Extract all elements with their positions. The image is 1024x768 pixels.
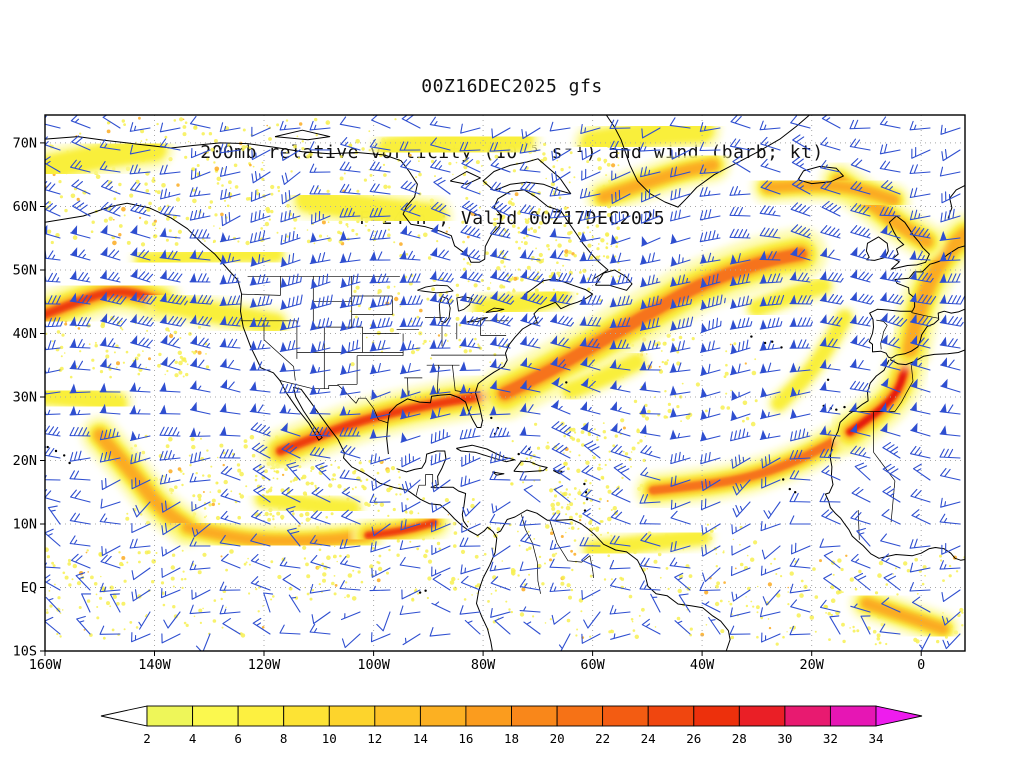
colorbar-tick-label: 12 [367,731,382,746]
lat-tick-label: 10N [13,517,37,533]
colorbar-tick-label: 28 [732,731,747,746]
colorbar-tick-label: 20 [550,731,565,746]
lon-tick-label: 20W [800,657,825,673]
colorbar-tick-label: 4 [189,731,197,746]
lon-tick-label: 0 [917,657,925,673]
colorbar-segment [602,705,649,727]
colorbar-segment [419,705,467,727]
colorbar-segment [283,705,330,727]
colorbar-tick-label: 30 [777,731,792,746]
colorbar-segment [738,705,786,727]
colorbar-tick-label: 6 [234,731,242,746]
colorbar: 2 4 6 8 10 12 14 16 18 20 22 24 26 28 30 32 34 [100,705,923,746]
lat-tick-label: 50N [13,263,37,279]
colorbar-segment [556,705,604,727]
colorbar-tick-label: 32 [823,731,838,746]
colorbar-tick-label: 22 [595,731,610,746]
lat-tick-label: 60N [13,199,37,215]
colorbar-segment [465,705,512,727]
colorbar-tick-label: 14 [413,731,428,746]
lat-tick-label: 20N [13,453,37,469]
wind-barbs [45,115,965,651]
lat-tick-label: 30N [13,390,37,406]
colorbar-segment [374,705,421,727]
lat-tick-label: 40N [13,326,37,342]
colorbar-tick-label: 10 [322,731,337,746]
lon-tick-label: 140W [138,657,171,673]
lon-tick-label: 120W [248,657,281,673]
colorbar-tick-label: 16 [458,731,473,746]
colorbar-segment [647,705,695,727]
lat-tick-label: 10S [13,644,37,660]
lat-tick-label: 70N [13,135,37,151]
basemap-layer [45,115,965,651]
colorbar-segment [829,705,877,727]
vorticity-fill-layer [45,115,965,646]
colorbar-right-arrow [875,705,923,727]
colorbar-tick-label: 26 [686,731,701,746]
colorbar-segment [237,705,285,727]
lon-tick-label: 60W [580,657,605,673]
colorbar-tick-label: 24 [641,731,656,746]
lon-tick-label: 80W [471,657,496,673]
map-frame [44,114,966,652]
colorbar-segment [511,705,558,727]
lon-tick-label: 40W [690,657,715,673]
colorbar-segment [693,705,740,727]
colorbar-tick-label: 34 [868,731,883,746]
colorbar-tick-label: 18 [504,731,519,746]
colorbar-segment [784,705,831,727]
colorbar-left-arrow [100,705,148,727]
colorbar-tick-label: 8 [280,731,288,746]
model-run-title: 00Z16DEC2025 gfs [421,76,603,97]
colorbar-segment [146,705,194,727]
colorbar-segment [192,705,239,727]
colorbar-tick-label: 2 [143,731,151,746]
lon-tick-label: 100W [357,657,390,673]
colorbar-segment [328,705,376,727]
lat-tick-label: EQ [21,580,37,596]
lon-tick-label: 160W [29,657,62,673]
